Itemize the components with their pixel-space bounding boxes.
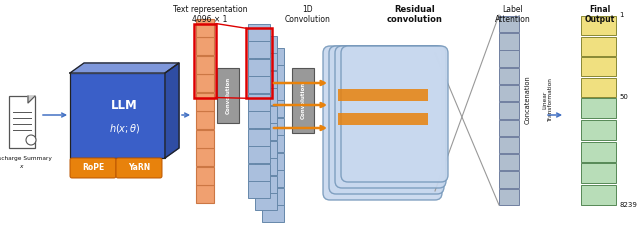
Bar xyxy=(196,74,214,92)
Bar xyxy=(581,141,616,162)
Bar xyxy=(499,154,519,171)
Bar xyxy=(262,48,284,65)
Bar xyxy=(255,158,277,175)
Bar xyxy=(248,146,270,163)
Bar xyxy=(499,120,519,136)
Bar xyxy=(262,65,284,82)
Bar xyxy=(196,38,214,55)
Bar xyxy=(581,98,616,118)
Bar xyxy=(248,129,270,145)
Bar xyxy=(581,78,616,97)
Bar xyxy=(255,193,277,210)
Bar xyxy=(292,68,314,133)
Bar xyxy=(581,57,616,76)
Bar xyxy=(248,24,270,41)
FancyBboxPatch shape xyxy=(335,46,446,188)
Text: Discharge Summary
$x$: Discharge Summary $x$ xyxy=(0,156,52,170)
Bar xyxy=(262,170,284,187)
Text: 50: 50 xyxy=(619,94,628,100)
FancyBboxPatch shape xyxy=(341,46,448,182)
Bar xyxy=(196,93,214,110)
Bar xyxy=(196,130,214,147)
Bar xyxy=(499,102,519,119)
Bar xyxy=(338,89,428,101)
Text: Convolution: Convolution xyxy=(225,77,230,114)
Bar xyxy=(255,88,277,105)
Bar xyxy=(581,17,616,35)
Bar xyxy=(196,148,214,166)
Bar xyxy=(246,28,272,98)
Bar xyxy=(248,76,270,93)
Bar xyxy=(499,33,519,50)
Bar xyxy=(581,163,616,183)
Bar xyxy=(262,153,284,169)
Bar xyxy=(255,176,277,192)
Bar xyxy=(255,141,277,158)
Bar xyxy=(248,41,270,58)
Text: 1D
Convolution: 1D Convolution xyxy=(285,5,331,24)
Bar xyxy=(196,19,214,37)
Bar xyxy=(255,53,277,70)
Bar xyxy=(499,68,519,84)
Text: 1: 1 xyxy=(619,12,623,18)
Text: Label
Attention: Label Attention xyxy=(495,5,531,24)
Bar xyxy=(196,167,214,185)
Bar xyxy=(499,85,519,101)
Text: RoPE: RoPE xyxy=(82,164,104,172)
Bar xyxy=(196,56,214,73)
Bar xyxy=(194,24,216,98)
Bar xyxy=(262,118,284,134)
Bar xyxy=(499,171,519,188)
Bar xyxy=(338,113,428,125)
Bar xyxy=(248,59,270,75)
Bar xyxy=(255,123,277,140)
Text: YaRN: YaRN xyxy=(128,164,150,172)
Bar xyxy=(248,111,270,128)
Bar xyxy=(262,188,284,205)
Bar xyxy=(196,111,214,129)
Text: $h(x;\theta)$: $h(x;\theta)$ xyxy=(109,122,140,135)
FancyBboxPatch shape xyxy=(116,158,162,178)
Bar xyxy=(248,164,270,181)
Text: Convolution: Convolution xyxy=(301,82,305,119)
Polygon shape xyxy=(28,96,35,103)
Bar xyxy=(248,94,270,110)
Bar xyxy=(217,68,239,123)
Bar xyxy=(499,50,519,67)
FancyBboxPatch shape xyxy=(9,96,35,148)
Text: Linear
Transformation: Linear Transformation xyxy=(543,78,554,122)
Bar xyxy=(262,205,284,222)
Bar xyxy=(262,100,284,117)
Circle shape xyxy=(26,135,36,145)
Text: Text representation
4096 × 1: Text representation 4096 × 1 xyxy=(173,5,247,24)
Bar xyxy=(581,120,616,140)
Text: Residual
convolution: Residual convolution xyxy=(387,5,443,24)
Bar xyxy=(255,36,277,52)
Bar xyxy=(248,181,270,198)
Text: Final
Output: Final Output xyxy=(585,5,615,24)
Bar xyxy=(499,137,519,153)
Bar xyxy=(581,185,616,205)
Text: Concatenation: Concatenation xyxy=(525,76,531,124)
Text: 8239: 8239 xyxy=(619,202,637,208)
Polygon shape xyxy=(165,63,179,158)
FancyBboxPatch shape xyxy=(329,46,444,194)
Bar xyxy=(581,37,616,56)
Bar xyxy=(499,16,519,32)
Bar xyxy=(255,71,277,88)
Polygon shape xyxy=(70,63,179,73)
Bar xyxy=(255,106,277,123)
Bar xyxy=(499,188,519,205)
Text: LLM: LLM xyxy=(111,99,138,112)
Bar xyxy=(262,135,284,152)
Bar xyxy=(70,73,165,158)
FancyBboxPatch shape xyxy=(70,158,116,178)
Bar xyxy=(196,185,214,203)
Bar xyxy=(262,83,284,99)
FancyBboxPatch shape xyxy=(323,46,442,200)
